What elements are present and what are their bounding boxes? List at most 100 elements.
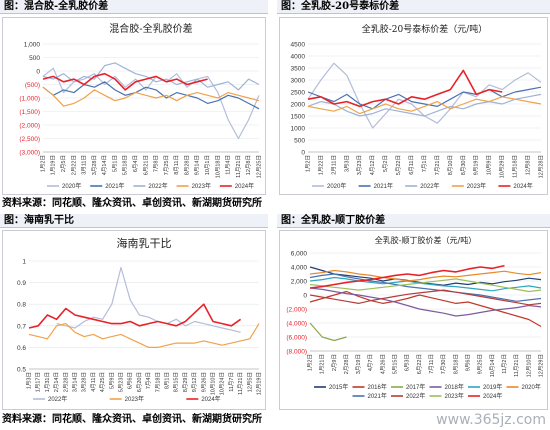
y-tick-label: 6,000 — [291, 251, 308, 258]
series-line-2020年 — [42, 67, 260, 140]
series-line-2022年 — [42, 62, 260, 91]
legend-label: 2017年 — [406, 383, 425, 391]
legend-label: 2021年 — [105, 182, 124, 190]
y-tick-label: (4,000) — [286, 321, 307, 328]
x-tick-label: 12月25日 — [255, 155, 262, 178]
x-tick-label: 9月25日 — [477, 354, 484, 374]
y-tick-label: (2,000) — [19, 123, 40, 130]
legend-label: 2022年 — [148, 182, 167, 190]
x-tick-label: 10月10日 — [209, 372, 216, 395]
x-tick-label: 4月11日 — [90, 372, 97, 392]
x-tick-label: 10月1日 — [204, 155, 211, 175]
series-line-2019年 — [309, 276, 542, 292]
legend-label: 2024年 — [201, 395, 220, 403]
chart-title: 混合胶-全乳胶价差 — [109, 22, 192, 35]
series-line-2020年 — [309, 269, 542, 282]
x-tick-label: 10月24日 — [219, 372, 226, 395]
x-tick-label: 12月19日 — [255, 372, 262, 395]
legend-label: 2020年 — [522, 383, 541, 391]
x-tick-label: 7月21日 — [434, 155, 441, 175]
series-line-2022年 — [56, 266, 241, 333]
x-tick-label: 6月11日 — [408, 155, 415, 175]
x-tick-label: 1月17日 — [35, 372, 42, 392]
x-tick-label: 8月10日 — [447, 155, 454, 175]
panel-header-hainan-ratio: 图：海南乳干比 — [0, 214, 268, 228]
x-tick-label: 9月14日 — [194, 155, 201, 175]
x-tick-label: 6月22日 — [416, 354, 423, 374]
x-tick-label: 7月11日 — [428, 354, 435, 374]
x-tick-label: 10月18日 — [214, 155, 221, 178]
y-tick-label: 0 — [301, 150, 305, 157]
x-tick-label: 6月3日 — [404, 354, 411, 371]
x-tick-label: 12月28日 — [537, 155, 544, 178]
x-tick-label: 6月20日 — [136, 372, 143, 392]
x-tick-label: 1月3日 — [25, 372, 32, 389]
source-note: 资料来源：同花顺、隆众资讯、卓创资讯、新湖期货研究所 — [2, 414, 262, 425]
chart-latex-br-spread: 全乳胶-顺丁胶价差（元/吨） 6,000 4,000 2,000 0 (2,000) (4,… — [279, 230, 548, 410]
x-tick-label: 5月2日 — [382, 155, 389, 172]
x-tick-label: 11月7日 — [228, 372, 235, 392]
series-line-2023年 — [28, 323, 260, 348]
x-tick-label: 9月26日 — [200, 372, 207, 392]
x-tick-label: 2月14日 — [53, 372, 60, 392]
x-tick-label: 12月5日 — [246, 372, 253, 392]
x-tick-label: 1月21日 — [319, 354, 326, 374]
x-tick-label: 5月23日 — [117, 372, 124, 392]
x-tick-label: 8月29日 — [182, 372, 189, 392]
panel-header-mixed-latex: 图：混合胶-全乳胶价差 — [0, 0, 268, 14]
y-tick-label: 4500 — [291, 42, 306, 49]
y-tick-label: 1000 — [291, 126, 306, 133]
x-tick-label: 2月28日 — [62, 372, 69, 392]
legend-label: 2021年 — [368, 392, 387, 400]
x-tick-label: 3月28日 — [91, 155, 98, 175]
x-tick-label: 1月2日 — [304, 155, 311, 172]
y-tick-label: (6,000) — [286, 335, 307, 342]
legend-label: 2023年 — [467, 182, 486, 190]
x-tick-label: 4月26日 — [379, 354, 386, 374]
watermark: www.365jz.com — [436, 412, 546, 428]
x-tick-label: 7月18日 — [154, 372, 161, 392]
x-tick-label: 9月6日 — [465, 354, 472, 371]
y-tick-label: 3000 — [291, 78, 306, 85]
x-tick-label: 4月12日 — [369, 155, 376, 175]
x-tick-label: 6月4日 — [132, 155, 139, 172]
panel-header-latex-br: 图：全乳胶-顺丁胶价差 — [277, 214, 550, 228]
x-tick-label: 8月30日 — [460, 155, 467, 175]
x-tick-label: 1月2日 — [306, 354, 313, 371]
series-line-2023年 — [309, 278, 542, 293]
x-tick-label: 7月30日 — [440, 354, 447, 374]
x-tick-label: 5月15日 — [392, 354, 399, 374]
series-line-2021年 — [309, 273, 542, 302]
y-tick-label: 1 — [22, 259, 26, 266]
legend-label: 2022年 — [406, 392, 425, 400]
series-line-2021年 — [42, 81, 260, 110]
y-tick-label: 0 — [36, 69, 40, 76]
y-tick-label: 2000 — [291, 102, 306, 109]
x-tick-label: 8月18日 — [452, 354, 459, 374]
y-tick-label: (2,500) — [19, 136, 40, 143]
x-tick-label: 7月4日 — [145, 372, 152, 389]
x-tick-label: 1月31日 — [44, 372, 51, 392]
chart-latex-str20-spread: 全乳胶-20号泰标价差（元/吨） 0 500 1000 1500 2000 2500 3000… — [279, 17, 548, 195]
series-line-2022年 — [309, 289, 542, 306]
x-tick-label: 5月1日 — [111, 155, 118, 172]
series-line-2024年 — [307, 69, 503, 108]
y-tick-label: (1,500) — [19, 109, 40, 116]
legend-label: 2018年 — [445, 383, 464, 391]
x-tick-label: 11月21日 — [513, 354, 520, 377]
y-tick-label: 3500 — [291, 66, 306, 73]
x-tick-label: 11月18日 — [512, 155, 519, 178]
x-tick-label: 1月22日 — [317, 155, 324, 175]
x-tick-label: 7月25日 — [163, 155, 170, 175]
chart-title: 全乳胶-顺丁胶价差（元/吨） — [375, 235, 476, 245]
x-tick-label: 11月21日 — [235, 155, 242, 178]
legend-label: 2020年 — [62, 182, 81, 190]
x-tick-label: 8月15日 — [173, 372, 180, 392]
x-tick-label: 9月19日 — [473, 155, 480, 175]
legend-label: 2022年 — [420, 182, 439, 190]
x-tick-label: 2月22日 — [70, 155, 77, 175]
x-tick-label: 12月29日 — [537, 354, 544, 377]
y-tick-label: 2500 — [291, 90, 306, 97]
x-tick-label: 8月28日 — [183, 155, 190, 175]
legend-label: 2016年 — [368, 383, 387, 391]
